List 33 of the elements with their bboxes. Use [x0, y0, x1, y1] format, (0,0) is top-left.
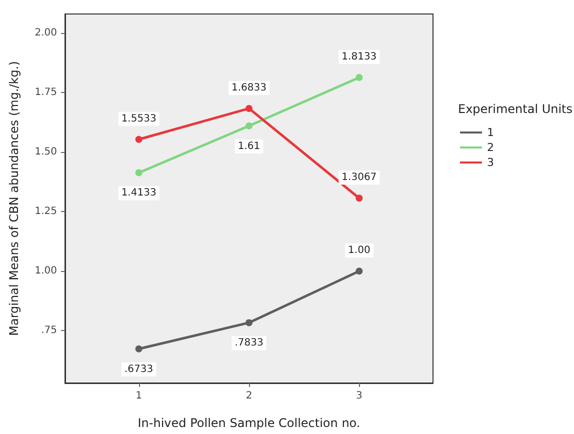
data-label: 1.61 [238, 140, 260, 152]
point [135, 169, 142, 176]
data-label: 1.8133 [342, 51, 377, 62]
data-label: .6733 [124, 364, 154, 375]
data-label: .7833 [234, 338, 264, 349]
y-tick-label: 1.50 [34, 146, 57, 158]
x-axis-title: In-hived Pollen Sample Collection no. [138, 416, 360, 430]
legend-label: 2 [487, 141, 494, 154]
y-tick-label: .75 [41, 325, 57, 336]
data-label: 1.5533 [121, 113, 156, 124]
point [246, 122, 252, 130]
x-tick-label: 1 [136, 390, 142, 402]
point [356, 74, 363, 81]
y-tick-label: 2.00 [34, 28, 57, 39]
y-tick-label: 1.25 [34, 206, 57, 218]
data-label: 1.6833 [232, 82, 266, 94]
point [135, 345, 142, 352]
x-tick-label: 3 [356, 390, 362, 402]
point [246, 104, 252, 112]
point [246, 319, 252, 326]
y-tick-label: 1.75 [34, 87, 57, 98]
data-label: 1.00 [348, 245, 370, 256]
data-label: 1.4133 [121, 188, 156, 199]
data-label: 1.3067 [342, 172, 377, 184]
point [356, 194, 363, 202]
x-tick-label: 2 [246, 390, 252, 402]
legend-title: Experimental Units [458, 102, 573, 116]
y-tick-label: 1.00 [34, 266, 57, 277]
point [356, 268, 363, 275]
point [135, 136, 142, 143]
legend-label: 3 [487, 156, 494, 169]
y-axis-title: Marginal Means of CBN abundances (mg./kg.) [7, 61, 21, 336]
legend-label: 1 [487, 126, 494, 139]
